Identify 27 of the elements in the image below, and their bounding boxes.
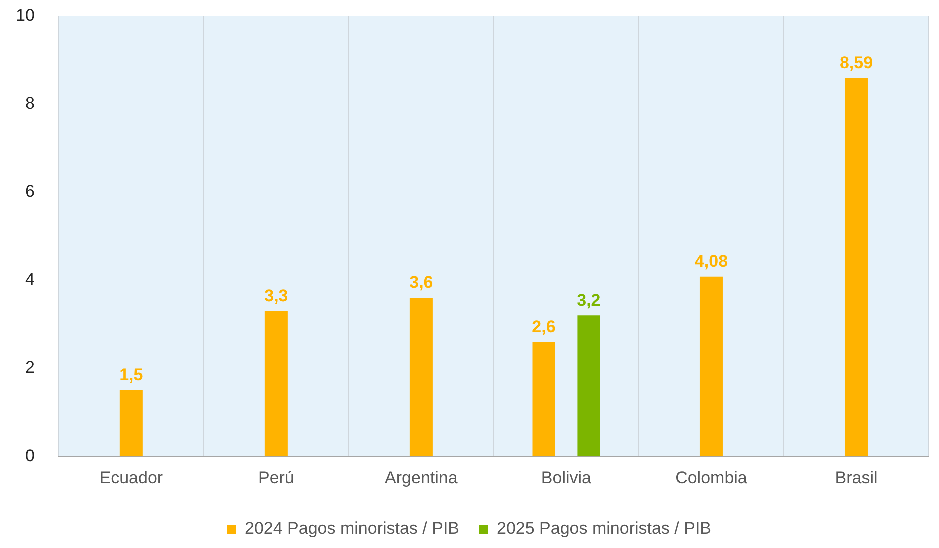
data-label: 3,3 <box>264 286 288 306</box>
legend-label: 2024 Pagos minoristas / PIB <box>245 519 460 538</box>
data-label: 3,2 <box>577 290 601 310</box>
bar <box>578 316 600 457</box>
bar <box>264 311 288 457</box>
bar <box>700 276 723 457</box>
x-tick-label: Bolivia <box>541 468 592 488</box>
y-tick-label: 10 <box>16 6 35 25</box>
bar <box>410 298 433 457</box>
x-tick-label: Ecuador <box>100 468 164 488</box>
y-tick-label: 6 <box>25 182 35 202</box>
legend-label: 2025 Pagos minoristas / PIB <box>497 519 712 538</box>
data-label: 1,5 <box>120 366 144 385</box>
x-tick-label: Colombia <box>676 468 748 488</box>
x-tick-label: Argentina <box>385 468 458 488</box>
y-tick-label: 0 <box>25 446 35 466</box>
x-tick-label: Perú <box>258 468 294 488</box>
data-label: 3,6 <box>410 273 434 292</box>
y-tick-label: 2 <box>25 358 35 378</box>
bar <box>844 78 868 457</box>
x-tick-label: Brasil <box>835 468 878 488</box>
y-tick-label: 4 <box>25 270 35 290</box>
y-tick-label: 8 <box>25 94 35 113</box>
data-label: 4,08 <box>694 252 728 272</box>
data-label: 8,59 <box>840 53 874 72</box>
bar <box>120 390 143 457</box>
data-label: 2,6 <box>532 317 556 336</box>
